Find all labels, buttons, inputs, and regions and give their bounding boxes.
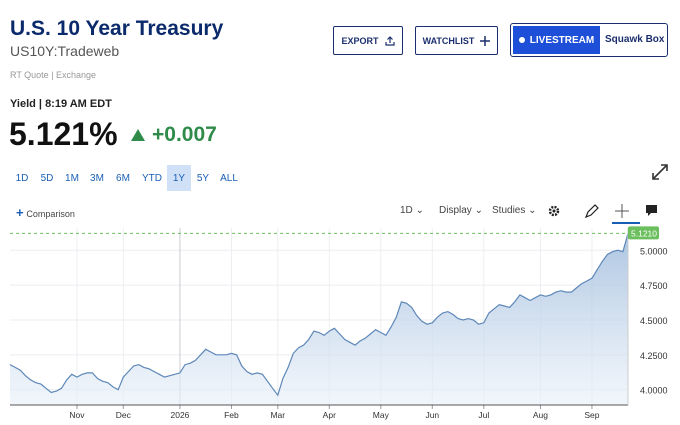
annotation-icon[interactable] xyxy=(646,205,657,216)
range-tab[interactable]: 5D xyxy=(40,172,54,184)
range-tab[interactable]: YTD xyxy=(142,172,162,184)
last-price-box xyxy=(628,226,659,240)
display-button[interactable]: Display ⌄ xyxy=(439,205,483,216)
x-tick-label: Apr xyxy=(323,410,336,420)
draw-icon[interactable] xyxy=(584,204,599,219)
range-tab[interactable]: 1M xyxy=(65,172,79,184)
up-arrow xyxy=(131,129,145,141)
last-price-label: 5.1210 xyxy=(631,228,657,238)
squawk-button[interactable]: Squawk Box xyxy=(605,34,665,45)
range-tab[interactable]: 3M xyxy=(90,172,104,184)
crosshair-icon[interactable] xyxy=(615,204,629,218)
y-tick-label: 4.2500 xyxy=(640,351,668,361)
range-tab[interactable]: 6M xyxy=(116,172,130,184)
studies-label: Studies xyxy=(492,205,526,216)
x-tick-label: May xyxy=(373,410,390,420)
change: +0.007 xyxy=(152,123,217,146)
tool-icons xyxy=(548,204,657,224)
live-dot xyxy=(518,37,525,43)
title: U.S. 10 Year Treasury xyxy=(10,17,224,40)
studies-button[interactable]: Studies ⌄ xyxy=(492,205,537,216)
livestream-label: LIVESTREAM xyxy=(529,34,595,46)
display-label: Display xyxy=(439,205,472,216)
x-tick-label: Mar xyxy=(270,410,285,420)
y-tick-label: 5.0000 xyxy=(640,246,668,256)
x-tick-label: 2026 xyxy=(170,410,189,420)
quote-source: RT Quote | Exchange xyxy=(10,70,97,80)
watchlist-button[interactable]: WATCHLIST xyxy=(415,26,498,55)
y-tick-label: 4.5000 xyxy=(640,316,668,326)
plus-icon xyxy=(480,35,491,46)
interval-label: 1D xyxy=(400,205,413,216)
price: 5.121% xyxy=(9,116,118,152)
range-tab[interactable]: 5Y xyxy=(196,172,210,184)
area-fill xyxy=(10,233,628,405)
export-label: EXPORT xyxy=(341,35,379,46)
livestream-button[interactable]: LIVESTREAM xyxy=(513,26,600,54)
x-tick-label: Dec xyxy=(116,410,132,420)
y-tick-label: 4.0000 xyxy=(640,386,668,396)
x-tick-label: Jun xyxy=(425,410,439,420)
stream-group: LIVESTREAM Squawk Box xyxy=(510,23,668,57)
export-button[interactable]: EXPORT xyxy=(333,26,403,55)
watchlist-label: WATCHLIST xyxy=(422,35,475,46)
x-tick-label: Jul xyxy=(478,410,489,420)
x-tick-label: Feb xyxy=(224,410,239,420)
yield-label: Yield | 8:19 AM EDT xyxy=(10,98,112,110)
range-tab[interactable]: ALL xyxy=(220,172,238,184)
settings-icon[interactable] xyxy=(548,205,560,217)
range-tab[interactable]: 1Y xyxy=(167,165,191,191)
x-tick-label: Aug xyxy=(533,410,548,420)
symbol: US10Y:Tradeweb xyxy=(10,43,120,59)
comparison-button[interactable]: + Comparison xyxy=(16,205,75,220)
y-tick-label: 4.7500 xyxy=(640,281,668,291)
x-tick-label: Sep xyxy=(584,410,599,420)
comparison-label: Comparison xyxy=(26,209,75,219)
export-icon xyxy=(384,35,395,46)
range-tab[interactable]: 1D xyxy=(15,172,29,184)
expand-icon[interactable] xyxy=(651,163,669,181)
x-tick-label: Nov xyxy=(69,410,85,420)
price-line xyxy=(9,233,629,397)
interval-button[interactable]: 1D ⌄ xyxy=(400,205,424,216)
